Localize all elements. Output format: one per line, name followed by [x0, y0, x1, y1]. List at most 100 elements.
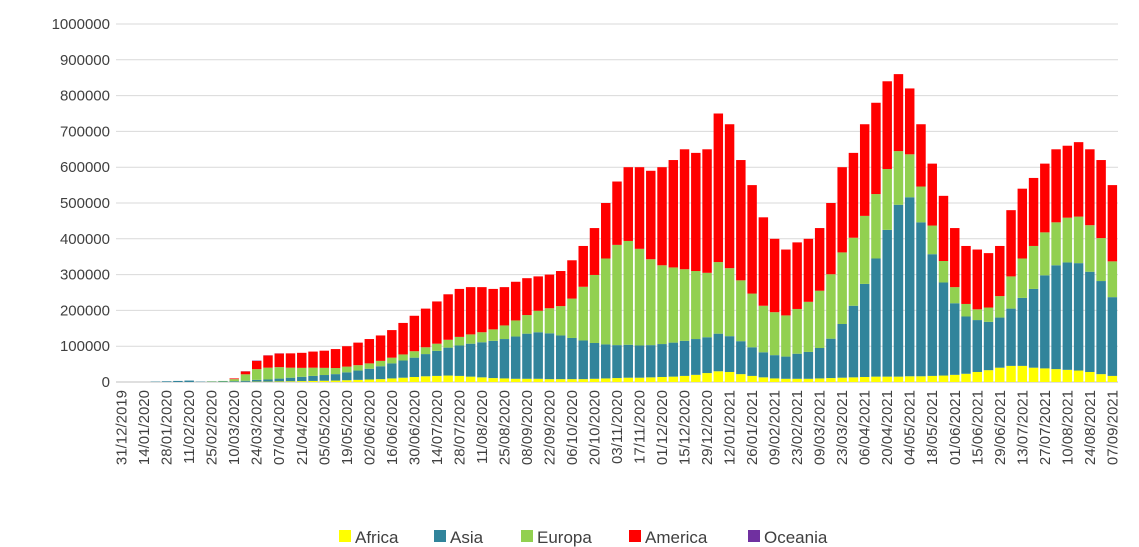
legend-label: America — [645, 528, 708, 547]
bar-segment — [533, 310, 543, 333]
bar-segment — [713, 371, 724, 382]
bar-segment — [769, 355, 780, 379]
bar-segment — [578, 340, 588, 380]
bar-segment — [589, 274, 600, 343]
bar-segment — [758, 377, 769, 382]
bar-segment — [882, 81, 892, 169]
bar-segment — [792, 308, 802, 354]
bar-segment — [308, 375, 318, 381]
bar-segment — [488, 329, 498, 341]
bar-segment — [1006, 210, 1016, 277]
bar-segment — [646, 377, 656, 382]
bar-segment — [927, 225, 937, 255]
bar-segment — [252, 360, 262, 370]
bar-segment — [522, 315, 532, 334]
bar-segment — [285, 353, 296, 368]
bar-segment — [1107, 375, 1118, 382]
bar-segment — [859, 376, 870, 382]
y-tick-label: 200000 — [60, 302, 110, 319]
bar-segment — [1062, 369, 1073, 382]
x-tick-label: 03/11/2020 — [609, 390, 626, 464]
bar-segment — [657, 344, 667, 377]
bar-segment — [792, 242, 802, 309]
bar-segment — [1085, 149, 1095, 226]
y-tick-label: 400000 — [60, 231, 110, 248]
bar-segment — [1028, 177, 1039, 246]
bar-segment — [1062, 145, 1073, 218]
bar-segment — [657, 265, 667, 345]
bar-segment — [1073, 263, 1084, 371]
x-tick-label: 13/07/2021 — [1014, 390, 1031, 465]
bar-segment — [702, 373, 712, 382]
bar-segment — [274, 381, 284, 382]
bar-segment — [848, 152, 859, 238]
bar-segment — [432, 350, 442, 376]
bar-segment — [432, 375, 442, 382]
bar-segment — [814, 290, 825, 348]
bar-segment — [510, 320, 521, 337]
x-tick-label: 16/06/2020 — [384, 390, 401, 465]
bar-segment — [691, 271, 701, 340]
x-tick-label: 04/05/2021 — [902, 390, 919, 465]
bar-segment — [1017, 258, 1028, 298]
bar-segment — [544, 308, 555, 334]
bar-segment — [229, 378, 239, 380]
bar-segment — [499, 378, 510, 382]
bar-segment — [803, 351, 814, 379]
y-tick-label: 1000000 — [52, 16, 110, 33]
bar-segment — [409, 315, 420, 352]
bar-segment — [916, 124, 926, 187]
bar-segment — [477, 287, 487, 333]
bar-segment — [904, 197, 915, 377]
bar-segment — [871, 194, 881, 259]
bar-segment — [375, 335, 386, 361]
bar-segment — [454, 288, 465, 337]
bar-segment — [837, 252, 847, 325]
bar-segment — [297, 352, 307, 368]
bar-segment — [567, 337, 577, 380]
bar-segment — [319, 375, 330, 381]
bar-segment — [938, 260, 949, 283]
bar-segment — [1040, 163, 1050, 233]
bar-segment — [601, 344, 611, 379]
bar-segment — [972, 371, 982, 382]
bar-segment — [837, 324, 847, 378]
x-tick-label: 26/01/2021 — [744, 390, 761, 465]
bar-segment — [477, 342, 487, 378]
bar-segment — [612, 378, 622, 382]
bar-segment — [420, 347, 431, 355]
bar-segment — [995, 317, 1005, 368]
bar-segment — [1017, 365, 1028, 382]
bar-segment — [589, 342, 600, 379]
bar-segment — [330, 368, 341, 375]
bar-segment — [173, 380, 183, 382]
bar-segment — [1085, 371, 1095, 382]
bar-segment — [769, 312, 780, 356]
x-tick-label: 24/03/2020 — [249, 390, 266, 465]
bar-segment — [499, 325, 510, 340]
bar-segment — [679, 149, 690, 270]
x-tick-label: 17/11/2020 — [632, 390, 649, 464]
bar-segment — [724, 124, 735, 269]
bar-segment — [758, 352, 769, 378]
bar-segment — [679, 375, 690, 382]
bar-segment — [510, 336, 521, 379]
bar-segment — [330, 374, 341, 381]
bar-segment — [916, 376, 926, 382]
bar-segment — [702, 272, 712, 338]
bar-segment — [882, 168, 892, 230]
bar-segment — [229, 379, 239, 382]
bar-segment — [871, 258, 881, 377]
x-tick-label: 19/05/2020 — [339, 390, 356, 465]
bar-segment — [747, 293, 757, 348]
bar-segment — [938, 195, 949, 261]
bar-segment — [567, 379, 577, 382]
bar-segment — [995, 367, 1005, 382]
bar-segment — [263, 367, 273, 380]
bar-segment — [904, 154, 915, 198]
x-tick-label: 21/04/2020 — [294, 390, 311, 465]
bar-segment — [950, 287, 960, 304]
bar-segment — [1017, 297, 1028, 366]
bar-segment — [713, 262, 724, 334]
bar-segment — [995, 245, 1005, 297]
